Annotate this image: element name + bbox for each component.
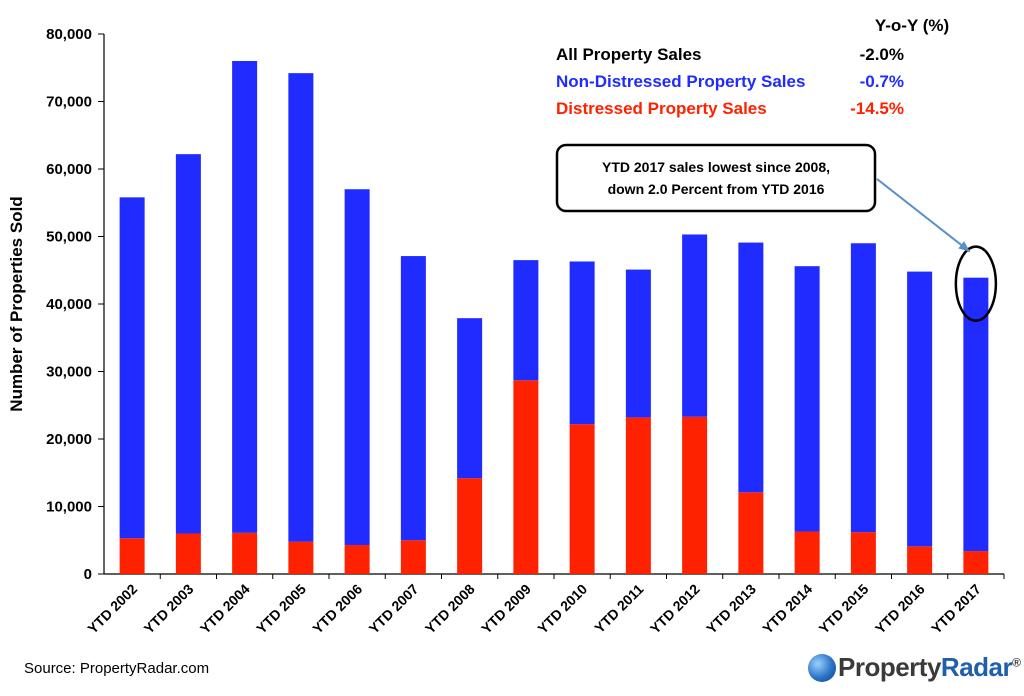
bar-distressed: [400, 540, 426, 574]
bar-non-distressed: [625, 269, 651, 418]
x-tick-label: YTD 2012: [647, 581, 703, 637]
bar-distressed: [232, 532, 258, 574]
legend-entry-value: -0.7%: [860, 72, 904, 91]
bar-non-distressed: [232, 61, 258, 533]
bar-distressed: [569, 424, 595, 574]
legend-entry-label: Distressed Property Sales: [556, 99, 767, 118]
x-tick-label: YTD 2014: [759, 581, 815, 637]
bar-distressed: [513, 380, 539, 574]
logo-accent: Radar: [940, 652, 1013, 682]
bar-distressed: [682, 416, 708, 574]
x-tick-label: YTD 2008: [422, 581, 478, 637]
x-tick-label: YTD 2002: [84, 581, 140, 637]
bar-non-distressed: [344, 189, 370, 545]
y-tick-label: 60,000: [46, 161, 92, 178]
bar-distressed: [907, 546, 933, 574]
bar-non-distressed: [850, 243, 876, 533]
y-tick-label: 50,000: [46, 229, 92, 246]
bar-non-distressed: [569, 261, 595, 425]
y-tick-label: 10,000: [46, 499, 92, 516]
bar-non-distressed: [963, 277, 989, 552]
callout-arrowhead: [958, 241, 970, 252]
legend-entry-value: -14.5%: [850, 99, 904, 118]
chart-bars: [119, 61, 989, 574]
y-tick-label: 40,000: [46, 296, 92, 313]
x-tick-label: YTD 2004: [197, 581, 253, 637]
bar-non-distressed: [400, 256, 426, 541]
callout-box: [555, 143, 877, 213]
x-tick-label: YTD 2006: [309, 581, 365, 637]
callout-text-line: YTD 2017 sales lowest since 2008,: [602, 159, 830, 175]
x-tick-label: YTD 2017: [928, 581, 984, 637]
y-tick-label: 30,000: [46, 364, 92, 381]
legend: Y-o-Y (%) All Property Sales -2.0% Non-Dist…: [556, 16, 949, 118]
callout-text-line: down 2.0 Percent from YTD 2016: [608, 181, 825, 197]
bar-distressed: [288, 541, 314, 574]
bar-non-distressed: [513, 260, 539, 381]
globe-icon: [808, 653, 836, 682]
logo-main: Property: [838, 652, 941, 682]
bar-non-distressed: [738, 242, 764, 493]
legend-entry-value: -2.0%: [860, 45, 904, 64]
logo-registered-mark: ®: [1012, 655, 1021, 670]
y-tick-labels: 0 10,000 20,000 30,000 40,000 50,000 60,000 70,…: [46, 26, 92, 583]
bar-non-distressed: [288, 73, 314, 542]
x-tick-label: YTD 2010: [534, 581, 590, 637]
x-tick-labels: YTD 2002 YTD 2003 YTD 2004 YTD 2005 YTD 2006…: [84, 581, 984, 637]
y-axis-title: Number of Properties Sold: [7, 196, 26, 411]
bar-distressed: [850, 532, 876, 574]
bar-non-distressed: [175, 154, 201, 534]
bar-distressed: [344, 544, 370, 574]
bar-non-distressed: [907, 271, 933, 547]
bar-distressed: [625, 417, 651, 574]
x-tick-label: YTD 2005: [253, 581, 309, 637]
bar-distressed: [175, 533, 201, 574]
x-tick-label: YTD 2015: [816, 581, 872, 637]
bar-non-distressed: [682, 234, 708, 417]
bar-distressed: [119, 538, 145, 574]
source-note: Source: PropertyRadar.com: [24, 660, 210, 677]
highlight-ellipse: [954, 245, 998, 322]
brand-logo: PropertyRadar®: [808, 652, 1021, 683]
x-tick-label: YTD 2009: [478, 581, 534, 637]
bar-distressed: [794, 531, 820, 574]
x-tick-label: YTD 2013: [703, 581, 759, 637]
legend-entry-label: Non-Distressed Property Sales: [556, 72, 805, 91]
bar-non-distressed: [457, 318, 483, 479]
legend-entry-label: All Property Sales: [556, 45, 702, 64]
bar-non-distressed: [119, 197, 145, 539]
legend-header: Y-o-Y (%): [875, 16, 949, 35]
bar-non-distressed: [794, 266, 820, 532]
callout-arrow: [876, 178, 971, 253]
y-tick-label: 80,000: [46, 26, 92, 43]
logo-text: PropertyRadar®: [838, 652, 1021, 683]
bar-distressed: [963, 551, 989, 574]
y-tick-label: 20,000: [46, 431, 92, 448]
x-tick-label: YTD 2011: [591, 581, 646, 636]
bar-distressed: [457, 478, 483, 574]
x-tick-label: YTD 2007: [366, 581, 422, 637]
y-tick-label: 70,000: [46, 94, 92, 111]
annotation-callout: YTD 2017 sales lowest since 2008, down 2.…: [555, 143, 998, 322]
x-tick-label: YTD 2003: [141, 581, 197, 637]
y-tick-label: 0: [84, 566, 92, 583]
bar-distressed: [738, 492, 764, 574]
x-tick-label: YTD 2016: [872, 581, 928, 637]
